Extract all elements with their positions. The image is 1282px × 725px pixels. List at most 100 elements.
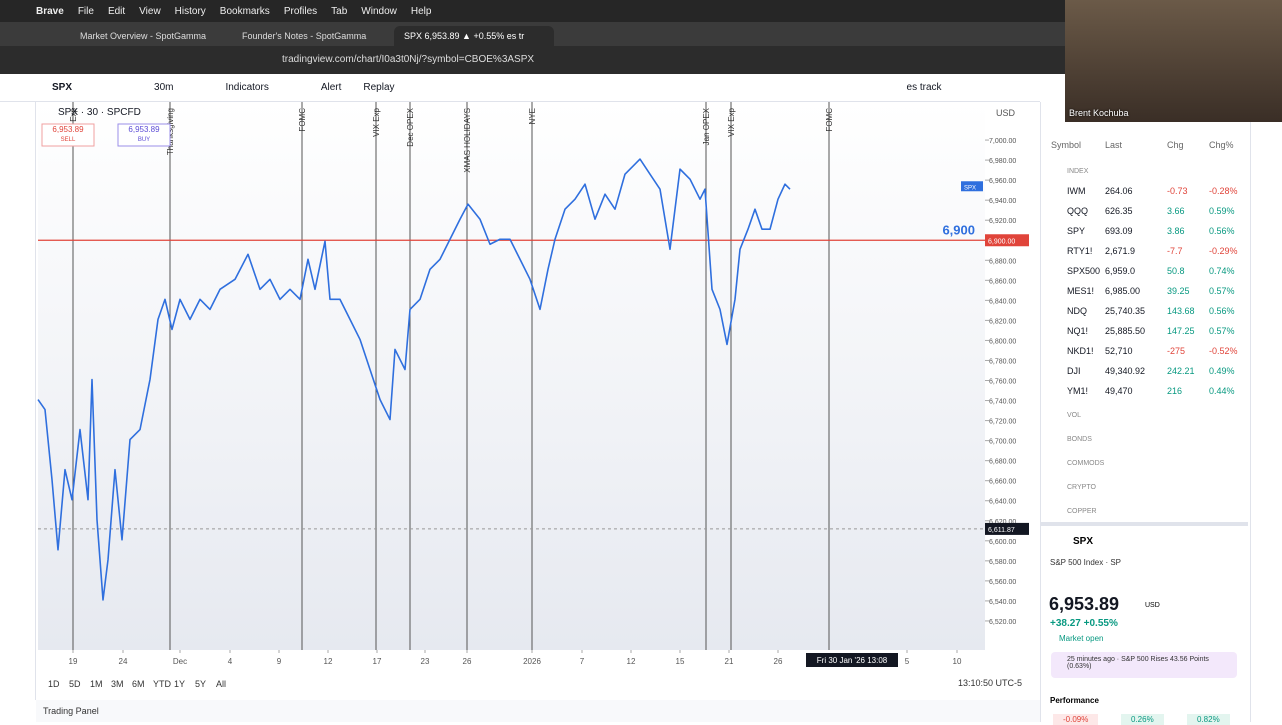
change-pct: 0.57% [1209,326,1235,336]
event-label: FOMC [298,108,307,132]
range-button[interactable]: 1D [48,679,60,689]
range-button[interactable]: 1Y [174,679,185,689]
watchlist-row[interactable]: DJI 49,340.92 242.21 0.49% [1041,362,1249,382]
symbol: DJI [1067,366,1081,376]
range-button[interactable]: 3M [111,679,124,689]
tab[interactable]: Founder's Notes - SpotGamma [242,31,367,41]
watchlist-row[interactable]: QQQ 626.35 3.66 0.59% [1041,202,1249,222]
last: 6,959.0 [1105,266,1136,276]
range-button[interactable]: 5Y [195,679,206,689]
tab[interactable]: Market Overview - SpotGamma [80,31,207,41]
menu-item[interactable]: Edit [107,5,126,17]
symbol: NKD1! [1067,346,1094,356]
last-price-tag [961,181,983,192]
last: 52,710 [1105,346,1133,356]
menu-item[interactable]: Tab [331,5,348,17]
y-tick-label: 6,780.00 [989,358,1016,365]
replay[interactable]: Replay [363,82,395,93]
change: -275 [1167,346,1186,356]
crosshair-tag [985,522,1029,535]
buy-button[interactable] [117,123,171,147]
range-button[interactable]: 1M [90,679,103,689]
x-tick-label: 26 [463,657,472,666]
watchlist-row[interactable]: MES1! 6,985.00 39.25 0.57% [1041,282,1249,302]
level-axis-label: 6,900.00 [988,238,1015,245]
y-tick-label: 6,660.00 [989,479,1016,486]
watchlist-row[interactable]: YM1! 49,470 216 0.44% [1041,382,1249,402]
y-tick-label: 6,600.00 [989,539,1016,546]
menu-item[interactable]: Profiles [283,5,318,17]
interval[interactable]: 30m [154,82,174,93]
last-price-label: SPX [964,185,976,191]
sell-button[interactable] [41,123,95,147]
trading-panel-bar [36,700,1040,722]
tab-active[interactable]: SPX 6,953.89 ▲ +0.55% es tr [394,26,554,46]
column-header: Chg% [1209,140,1234,150]
event-label: VIX Exp [727,107,736,136]
range-button[interactable]: 6M [132,679,145,689]
menu-item[interactable]: Help [410,5,432,17]
group-label[interactable]: CRYPTO [1067,484,1096,491]
crosshair-date-tag [806,653,898,667]
change-pct: 0.44% [1209,386,1235,396]
symbol: MES1! [1067,286,1095,296]
event-label: NYE [528,108,537,124]
app-name[interactable]: Brave [36,5,64,17]
change-pct: 0.57% [1209,286,1235,296]
watchlist: Symbol Last Chg Chg% INDEX IWM 264.06 -0.73 -0.2… [1040,102,1248,522]
symbol: SPY [1067,226,1086,236]
range-button[interactable]: YTD [153,679,172,689]
change: 3.86 [1167,226,1185,236]
x-tick-label: 9 [277,657,282,666]
y-tick-label: 6,840.00 [989,298,1016,305]
group-label[interactable]: VOL [1067,412,1082,419]
event-label: Jan OPEX [702,107,711,145]
group-label[interactable]: COMMODS [1067,460,1105,467]
performance: 0.26% [1121,714,1164,725]
symbol: QQQ [1067,206,1089,216]
range-bar [38,672,1038,696]
event-label: XMAS HOLIDAYS [463,108,472,173]
group-label[interactable]: COPPER [1067,508,1097,515]
indicators[interactable]: Indicators [225,82,269,93]
symbol[interactable]: SPX [52,82,73,93]
watchlist-row[interactable]: NDQ 25,740.35 143.68 0.56% [1041,302,1249,322]
change-pct: 0.49% [1209,366,1235,376]
y-tick-label: 6,980.00 [989,158,1016,165]
menu-item[interactable]: Bookmarks [219,5,270,17]
trading-panel[interactable]: Trading Panel [43,706,99,716]
range-button[interactable]: All [216,679,226,689]
symbol: RTY1! [1067,246,1093,256]
watchlist-row[interactable]: IWM 264.06 -0.73 -0.28% [1041,182,1249,202]
watchlist-row[interactable]: RTY1! 2,671.9 -7.7 -0.29% [1041,242,1249,262]
event-label: FOMC [825,108,834,132]
buy-price: 6,953.89 [128,125,160,134]
group-label[interactable]: BONDS [1067,436,1092,443]
performance: 0.82% [1187,714,1230,725]
menu-item[interactable]: View [139,5,161,17]
range-button[interactable]: 5D [69,679,81,689]
layout-name[interactable]: es track [906,82,942,93]
sell-label: SELL [61,137,76,143]
watchlist-row[interactable]: SPY 693.09 3.86 0.56% [1041,222,1249,242]
watchlist-row[interactable]: NKD1! 52,710 -275 -0.52% [1041,342,1249,362]
symbol: SPX500 [1067,266,1101,276]
last: 693.09 [1105,226,1133,236]
menu-items: File Edit View History Bookmarks Profiles Tab W… [78,6,432,17]
alert[interactable]: Alert [320,82,342,93]
level-label: 6,900 [942,222,975,237]
change-pct: 0.59% [1209,206,1235,216]
menu-item[interactable]: File [77,5,94,17]
watchlist-row[interactable]: NQ1! 25,885.50 147.25 0.57% [1041,322,1249,342]
symbol: NDQ [1067,306,1087,316]
y-tick-label: 6,920.00 [989,218,1016,225]
menu-item[interactable]: Window [361,5,397,17]
change-pct: -0.28% [1209,186,1238,196]
menu-item[interactable]: History [174,5,206,17]
news[interactable]: 25 minutes ago · S&P 500 Rises 43.56 Poi… [1051,652,1237,678]
y-tick-label: 7,000.00 [989,138,1016,145]
chart: 7,000.00 6,980.00 6,960.00 6,940.00 6,920.00… [36,102,1040,722]
y-tick-label: 6,680.00 [989,459,1016,466]
watchlist-row[interactable]: SPX500 6,959.0 50.8 0.74% [1041,262,1249,282]
change-pct: -0.52% [1209,346,1238,356]
